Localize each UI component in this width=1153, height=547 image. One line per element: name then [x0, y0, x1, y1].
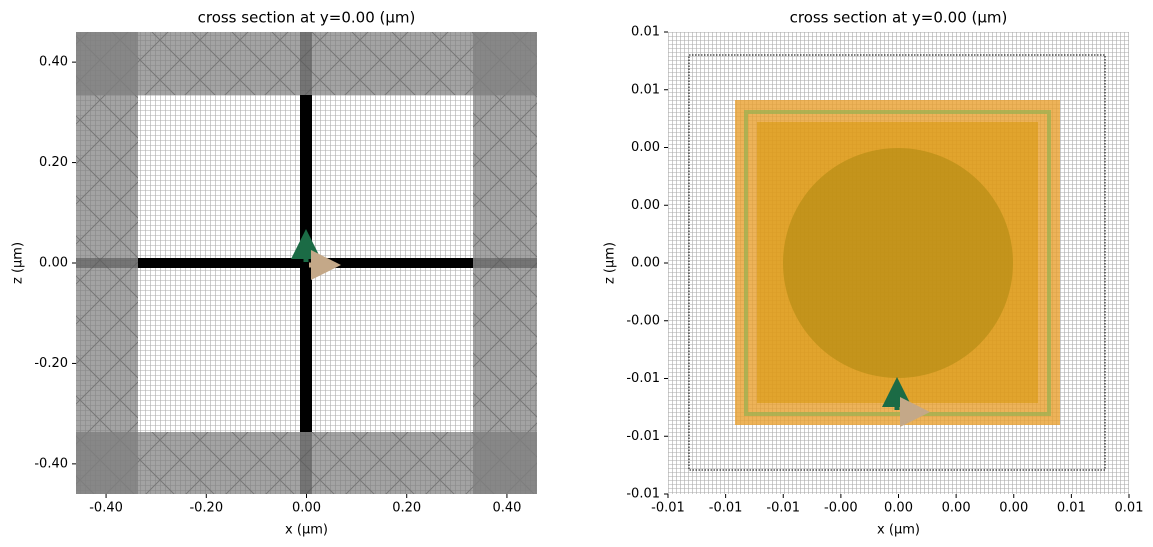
- x-tick-label: -0.00: [824, 501, 858, 516]
- y-tick-label: 0.00: [39, 256, 68, 271]
- y-tick-label: -0.40: [34, 456, 68, 471]
- left-geometry: [76, 32, 537, 494]
- x-tick-label: 0.01: [1115, 501, 1144, 516]
- chart-title: cross section at y=0.00 (µm): [198, 9, 416, 27]
- x-tick-label: -0.01: [651, 501, 685, 516]
- y-tick-label: 0.20: [39, 155, 68, 170]
- chart-title: cross section at y=0.00 (µm): [790, 9, 1008, 27]
- y-tick-label: 0.01: [631, 82, 660, 97]
- x-tick-label: -0.40: [89, 501, 123, 516]
- x-axis-label: x (µm): [877, 523, 920, 538]
- y-tick-label: 0.00: [631, 256, 660, 271]
- y-tick-label: 0.00: [631, 140, 660, 155]
- y-axis-label: z (µm): [11, 242, 26, 284]
- y-tick-label: -0.00: [626, 313, 660, 328]
- y-tick-label: -0.01: [626, 371, 660, 386]
- x-tick-label: 0.00: [942, 501, 971, 516]
- right-geometry: [668, 32, 1129, 494]
- x-tick-label: -0.20: [189, 501, 223, 516]
- y-tick-label: 0.40: [39, 55, 68, 70]
- x-tick-label: 0.40: [492, 501, 521, 516]
- x-tick-label: 0.00: [292, 501, 321, 516]
- y-tick-label: 0.00: [631, 198, 660, 213]
- x-axis-label: x (µm): [285, 523, 328, 538]
- y-tick-label: -0.01: [626, 429, 660, 444]
- x-tick-label: 0.00: [999, 501, 1028, 516]
- y-tick-label: -0.20: [34, 356, 68, 371]
- y-tick-label: 0.01: [631, 25, 660, 40]
- x-tick-label: -0.01: [766, 501, 800, 516]
- x-tick-label: 0.20: [392, 501, 421, 516]
- y-tick-label: -0.01: [626, 487, 660, 502]
- x-tick-label: 0.00: [884, 501, 913, 516]
- x-tick-label: -0.01: [709, 501, 743, 516]
- x-tick-label: 0.01: [1057, 501, 1086, 516]
- y-axis-label: z (µm): [603, 242, 618, 284]
